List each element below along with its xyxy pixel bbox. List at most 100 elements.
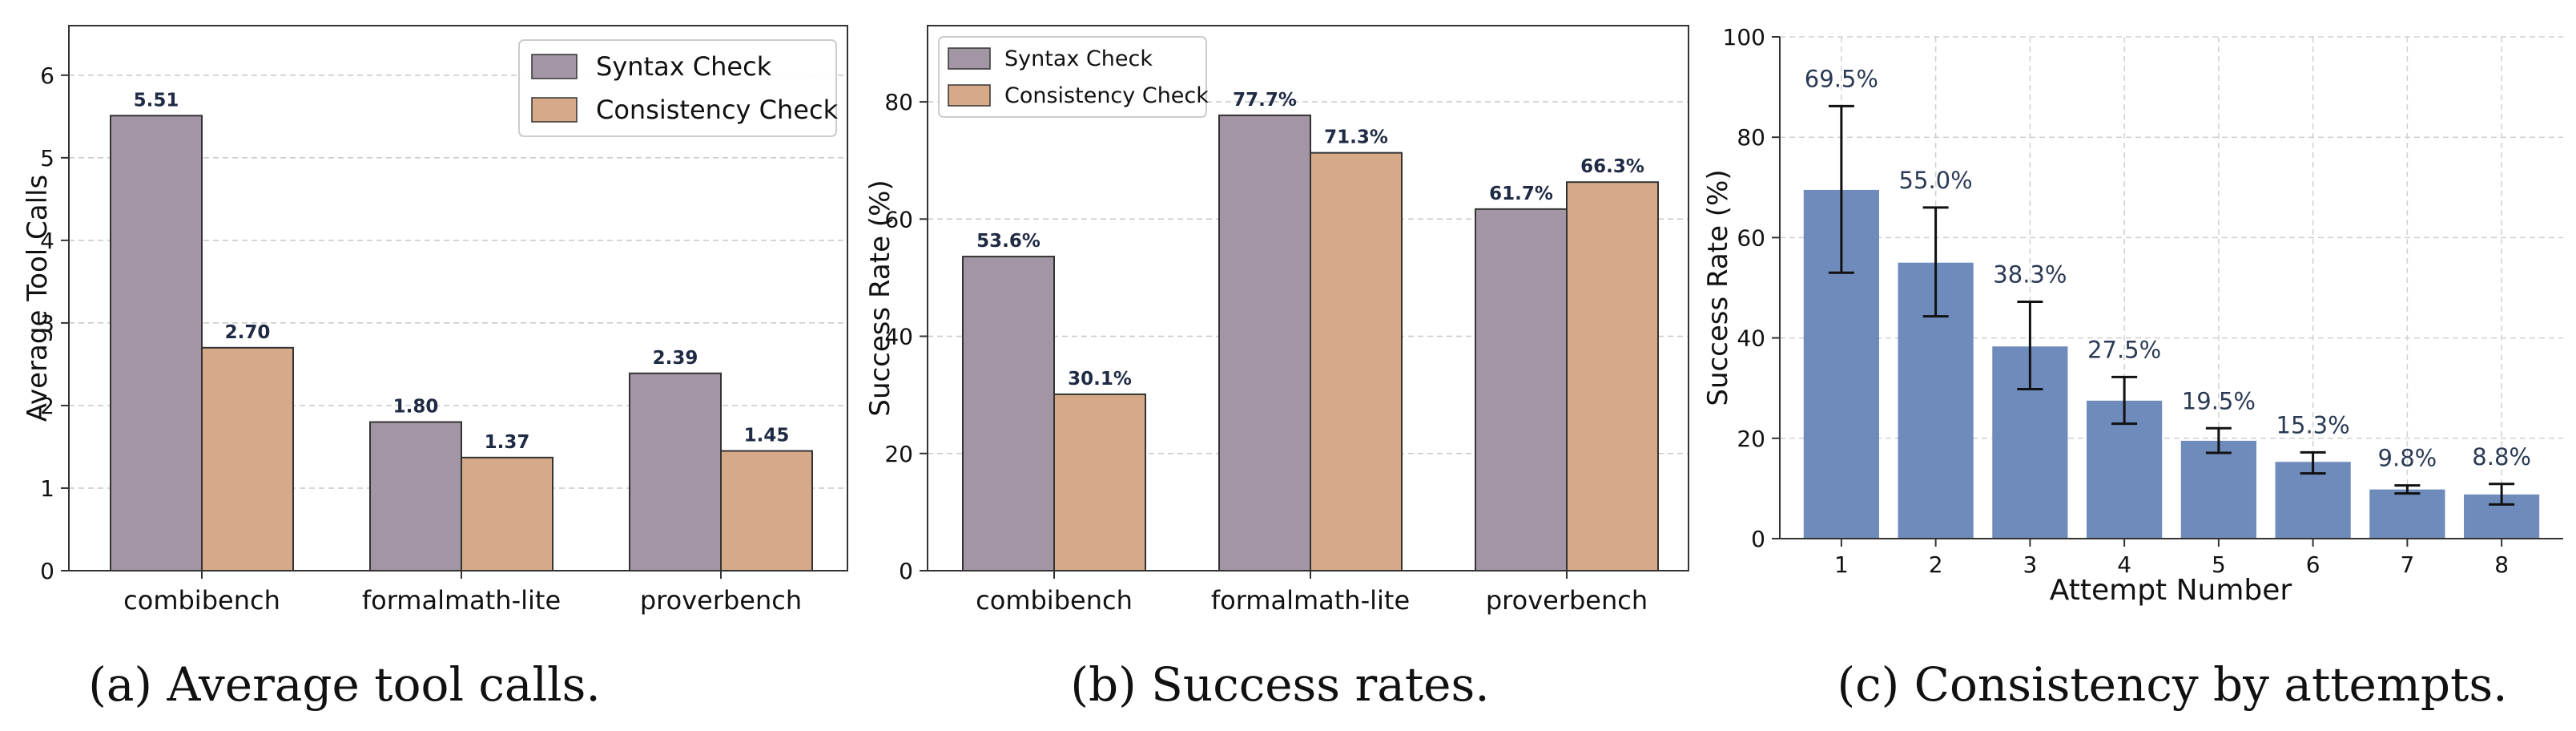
- x-tick-label: 1: [1834, 551, 1849, 578]
- y-tick-label: 20: [884, 441, 913, 467]
- x-axis-label-c: Attempt Number: [2050, 574, 2292, 607]
- error-bars-c: [1828, 104, 2515, 506]
- legend-swatch-syntax-b: [948, 47, 991, 70]
- bars-a: [110, 115, 813, 572]
- bar-attempt: [2180, 440, 2256, 539]
- x-tick-label: proverbench: [640, 585, 802, 616]
- legend-swatch-consistency-a: [531, 97, 578, 123]
- legend-label-consistency-b: Consistency Check: [1004, 83, 1209, 108]
- x-ticks-b: combibench formalmath-lite proverbench: [976, 571, 1648, 616]
- data-label: 38.3%: [1993, 261, 2067, 289]
- legend-frame-b: [938, 36, 1207, 118]
- data-label: 2.39: [653, 348, 698, 369]
- data-label: 1.80: [393, 397, 439, 418]
- y-axis-label-b: Success Rate (%): [864, 180, 896, 416]
- data-label: 66.3%: [1580, 156, 1644, 177]
- bar-attempt: [2275, 462, 2351, 539]
- x-tick-label: 6: [2306, 551, 2320, 578]
- x-tick-label: formalmath-lite: [1211, 585, 1410, 616]
- data-label: 77.7%: [1233, 90, 1297, 111]
- data-label: 19.5%: [2182, 387, 2256, 414]
- y-tick-label: 40: [884, 324, 913, 350]
- data-label: 71.3%: [1324, 127, 1388, 148]
- bar-consistency: [1566, 181, 1659, 571]
- gridlines-c: [1780, 36, 2563, 539]
- legend-label-syntax-a: Syntax Check: [596, 51, 772, 82]
- bar-syntax: [962, 256, 1055, 571]
- chart-c: 69.5% 55.0% 38.3% 27.5% 19.5% 15.3% 9.8% 8.8% 0…: [1702, 24, 2563, 712]
- bars-b: [962, 114, 1659, 571]
- bars-c: [1803, 189, 2540, 539]
- y-tick-label: 0: [1751, 526, 1765, 552]
- x-tick-label: combibench: [976, 585, 1133, 616]
- y-ticks-a: 0 1 2 3 4 5 6: [40, 63, 69, 584]
- x-tick-label: proverbench: [1486, 585, 1648, 616]
- x-tick-label: 4: [2117, 551, 2131, 578]
- data-label: 53.6%: [976, 231, 1040, 252]
- bar-attempt: [2369, 489, 2445, 539]
- legend-b: Syntax Check Consistency Check: [938, 36, 1209, 118]
- bar-consistency: [201, 346, 294, 571]
- data-label: 15.3%: [2276, 411, 2350, 438]
- x-ticks-a: combibench formalmath-lite proverbench: [123, 571, 802, 616]
- data-label: 1.37: [485, 432, 530, 453]
- data-label: 69.5%: [1805, 65, 1878, 92]
- y-tick-label: 100: [1723, 24, 1765, 50]
- y-axis-label-c: Success Rate (%): [1702, 169, 1734, 406]
- data-label: 27.5%: [2087, 336, 2161, 363]
- y-axis-label-a: Average Tool Calls: [22, 175, 54, 422]
- bar-consistency: [1053, 393, 1146, 571]
- data-label: 9.8%: [2378, 445, 2437, 472]
- data-labels-c: 69.5% 55.0% 38.3% 27.5% 19.5% 15.3% 9.8% 8.8%: [1805, 65, 2531, 471]
- x-tick-label: 2: [1929, 551, 1943, 578]
- plot-frame-a: [68, 25, 848, 571]
- y-tick-label: 6: [40, 63, 54, 89]
- data-label: 55.0%: [1899, 167, 1973, 194]
- y-tick-label: 0: [899, 558, 913, 584]
- y-tick-label: 60: [884, 206, 913, 232]
- x-ticks-c: 1 2 3 4 5 6 7 8: [1834, 539, 2509, 578]
- y-tick-label: 2: [40, 393, 54, 419]
- data-label: 61.7%: [1489, 184, 1553, 204]
- data-label: 2.70: [225, 322, 271, 343]
- plot-frame-b: [927, 25, 1689, 571]
- bar-syntax: [1218, 114, 1311, 571]
- chart-b: 53.6% 30.1% 77.7% 71.3% 61.7% 66.3% 0 20 40 60 80…: [864, 25, 1689, 712]
- data-labels-b: 53.6% 30.1% 77.7% 71.3% 61.7% 66.3%: [976, 90, 1644, 390]
- legend-frame-a: [518, 39, 837, 137]
- data-label: 30.1%: [1068, 369, 1132, 390]
- bar-consistency: [1310, 151, 1403, 571]
- bar-syntax: [110, 115, 203, 571]
- bar-syntax: [369, 421, 462, 572]
- x-tick-label: 3: [2023, 551, 2037, 578]
- data-labels-a: 5.51 2.70 1.80 1.37 2.39 1.45: [134, 90, 790, 453]
- y-tick-label: 80: [884, 89, 913, 115]
- y-tick-label: 40: [1737, 325, 1765, 352]
- x-tick-label: 8: [2494, 551, 2509, 578]
- legend-label-consistency-a: Consistency Check: [596, 95, 839, 125]
- legend-label-syntax-b: Syntax Check: [1004, 46, 1153, 71]
- y-tick-label: 3: [40, 310, 54, 337]
- y-tick-label: 1: [40, 475, 54, 502]
- x-tick-label: 5: [2212, 551, 2226, 578]
- chart-a: 5.51 2.70 1.80 1.37 2.39 1.45 0 1 2 3 4 5 6 combibe…: [22, 25, 848, 712]
- y-tick-label: 0: [40, 558, 54, 584]
- legend-swatch-syntax-a: [531, 54, 578, 79]
- legend-a: Syntax Check Consistency Check: [518, 39, 839, 137]
- bar-consistency: [720, 450, 813, 572]
- y-tick-label: 20: [1737, 426, 1765, 452]
- y-ticks-c: 0 20 40 60 80 100: [1723, 24, 1780, 552]
- y-tick-label: 60: [1737, 224, 1765, 251]
- bar-syntax: [1475, 208, 1568, 571]
- caption-b: (b) Success rates.: [1070, 657, 1489, 712]
- data-label: 8.8%: [2472, 443, 2531, 471]
- data-label: 1.45: [744, 426, 790, 446]
- y-tick-label: 5: [40, 145, 54, 172]
- caption-c: (c) Consistency by attempts.: [1837, 657, 2507, 712]
- x-tick-label: 7: [2400, 551, 2414, 578]
- legend-swatch-consistency-b: [948, 84, 991, 107]
- bar-consistency: [461, 456, 553, 572]
- x-tick-label: combibench: [123, 585, 280, 616]
- caption-a: (a) Average tool calls.: [88, 657, 601, 712]
